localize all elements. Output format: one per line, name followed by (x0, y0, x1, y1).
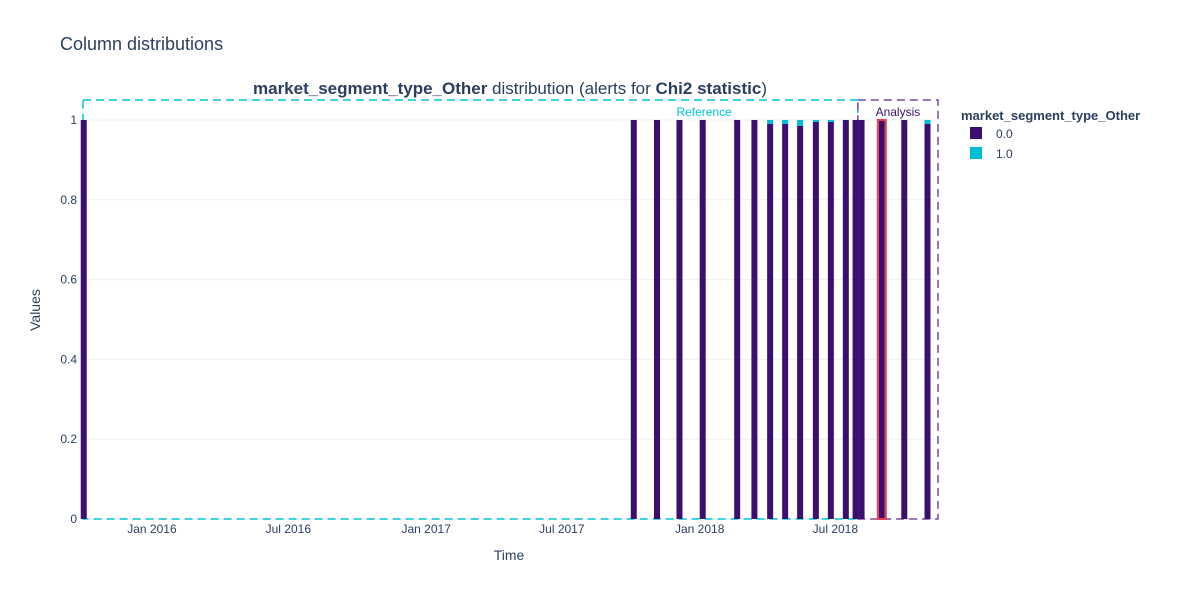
chart-title-end: ) (761, 79, 767, 98)
bar-stack (699, 119, 706, 519)
bar-value-1 (812, 119, 819, 122)
legend-swatch-0 (970, 127, 982, 139)
bar-value-0 (751, 119, 758, 519)
bar-stack (827, 119, 834, 519)
x-tick-label: Jul 2017 (539, 522, 585, 536)
bar-value-0 (827, 121, 834, 519)
bar-value-0 (842, 119, 849, 519)
y-tick-label: 0.4 (60, 352, 77, 366)
bar-series (80, 118, 931, 520)
legend-label-1: 1.0 (996, 147, 1013, 161)
gridlines (83, 119, 938, 520)
y-axis-ticks: 0 0.2 0.4 0.6 0.8 1 (60, 113, 77, 526)
legend-item-0[interactable]: 0.0 (970, 127, 1013, 141)
bar-stack (858, 119, 865, 519)
bar-stack (653, 119, 660, 519)
legend: market_segment_type_Other 0.0 1.0 (961, 108, 1140, 161)
bar-value-1 (782, 119, 789, 124)
bar-value-0 (924, 123, 931, 519)
period-label-reference: Reference (676, 105, 732, 119)
bar-stack (812, 119, 819, 519)
bar-value-0 (858, 119, 865, 519)
chart-title-middle: distribution (alerts for (487, 79, 655, 98)
bar-stack (751, 119, 758, 519)
bar-value-1 (924, 119, 931, 124)
period-regions: Reference Analysis (82, 99, 939, 520)
chart-title-bold-column: market_segment_type_Other (253, 79, 488, 98)
x-tick-label: Jul 2016 (266, 522, 312, 536)
bar-value-0 (812, 121, 819, 519)
bar-stack (734, 119, 741, 519)
bar-stack (797, 119, 804, 519)
y-tick-label: 0.2 (60, 432, 77, 446)
bar-value-0 (852, 119, 859, 519)
alert-highlight (876, 118, 887, 520)
bar-stack (767, 119, 774, 519)
chart-title: market_segment_type_Other distribution (… (253, 79, 767, 98)
y-tick-label: 0 (70, 512, 77, 526)
bar-value-0 (878, 119, 885, 519)
bar-value-0 (676, 119, 683, 519)
x-tick-label: Jan 2016 (127, 522, 177, 536)
bar-stack (901, 119, 908, 519)
legend-swatch-1 (970, 147, 982, 159)
bar-value-0 (767, 123, 774, 519)
page-title: Column distributions (60, 34, 223, 54)
bar-value-0 (630, 119, 637, 519)
bar-stack (782, 119, 789, 519)
bar-stack (80, 119, 87, 519)
x-tick-label: Jul 2018 (813, 522, 859, 536)
bar-stack (676, 119, 683, 519)
bar-value-0 (782, 123, 789, 519)
period-label-analysis: Analysis (876, 105, 921, 119)
bar-value-0 (699, 119, 706, 519)
bar-value-1 (767, 119, 774, 124)
bar-stack (842, 119, 849, 519)
bar-value-1 (797, 119, 804, 126)
bar-stack (876, 118, 887, 520)
bar-value-0 (653, 119, 660, 519)
x-tick-label: Jan 2017 (402, 522, 452, 536)
y-axis-title: Values (27, 289, 43, 331)
bar-value-0 (734, 119, 741, 519)
bar-stack (924, 119, 931, 519)
chart-title-bold-method: Chi2 statistic (656, 79, 762, 98)
period-region-reference (82, 99, 859, 520)
legend-label-0: 0.0 (996, 127, 1013, 141)
y-tick-label: 1 (70, 113, 77, 127)
bar-value-0 (797, 125, 804, 519)
bar-stack (630, 119, 637, 519)
y-tick-label: 0.6 (60, 273, 77, 287)
legend-item-1[interactable]: 1.0 (970, 147, 1013, 161)
y-tick-label: 0.8 (60, 193, 77, 207)
bar-stack (852, 119, 859, 519)
x-axis-title: Time (494, 547, 525, 563)
x-axis-ticks: Jan 2016 Jul 2016 Jan 2017 Jul 2017 Jan 2018… (127, 522, 858, 536)
x-tick-label: Jan 2018 (675, 522, 725, 536)
bar-value-0 (80, 119, 87, 519)
legend-title: market_segment_type_Other (961, 108, 1140, 123)
bar-value-1 (827, 119, 834, 122)
bar-value-0 (901, 119, 908, 519)
period-region-analysis (857, 99, 939, 520)
